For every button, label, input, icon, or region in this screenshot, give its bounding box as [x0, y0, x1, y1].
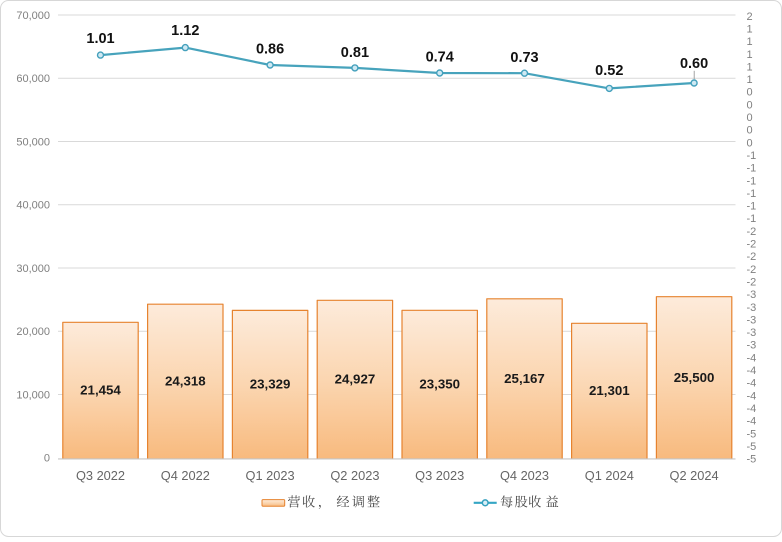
svg-text:Q4 2022: Q4 2022 — [161, 468, 210, 483]
svg-text:Q1 2023: Q1 2023 — [246, 468, 295, 483]
svg-text:0: 0 — [747, 99, 753, 111]
svg-text:-4: -4 — [747, 390, 757, 402]
svg-text:Q3 2022: Q3 2022 — [76, 468, 125, 483]
svg-text:23,350: 23,350 — [419, 377, 460, 392]
svg-text:-3: -3 — [747, 314, 757, 326]
svg-text:-2: -2 — [747, 226, 757, 238]
svg-text:0.60: 0.60 — [680, 56, 708, 72]
svg-text:-3: -3 — [747, 340, 757, 352]
svg-text:-1: -1 — [747, 163, 757, 175]
svg-text:0: 0 — [747, 112, 753, 124]
svg-text:0: 0 — [747, 125, 753, 137]
svg-text:23,329: 23,329 — [250, 377, 291, 392]
svg-text:Q1 2024: Q1 2024 — [585, 468, 634, 483]
svg-text:0: 0 — [44, 453, 50, 465]
svg-text:21,454: 21,454 — [80, 383, 121, 398]
svg-text:-4: -4 — [747, 416, 757, 428]
svg-text:0: 0 — [747, 87, 753, 99]
svg-text:1: 1 — [747, 61, 753, 73]
svg-text:-4: -4 — [747, 352, 757, 364]
svg-text:-1: -1 — [747, 213, 757, 225]
svg-text:40,000: 40,000 — [16, 200, 50, 212]
svg-text:-4: -4 — [747, 378, 757, 390]
svg-text:0.74: 0.74 — [426, 50, 454, 66]
svg-text:Q2 2023: Q2 2023 — [330, 468, 379, 483]
svg-text:0.73: 0.73 — [510, 50, 538, 66]
svg-text:-2: -2 — [747, 239, 757, 251]
svg-text:-1: -1 — [747, 201, 757, 213]
svg-text:-5: -5 — [747, 428, 757, 440]
svg-text:10,000: 10,000 — [16, 389, 50, 401]
svg-text:-1: -1 — [747, 188, 757, 200]
svg-text:21,301: 21,301 — [589, 383, 630, 398]
svg-text:-1: -1 — [747, 175, 757, 187]
svg-text:20,000: 20,000 — [16, 326, 50, 338]
svg-text:-1: -1 — [747, 150, 757, 162]
svg-text:-4: -4 — [747, 365, 757, 377]
svg-text:0.86: 0.86 — [256, 41, 284, 57]
svg-text:-5: -5 — [747, 441, 757, 453]
svg-text:70,000: 70,000 — [16, 10, 50, 22]
svg-text:-5: -5 — [747, 454, 757, 466]
svg-text:1: 1 — [747, 74, 753, 86]
svg-text:0.52: 0.52 — [595, 63, 623, 79]
svg-text:-4: -4 — [747, 403, 757, 415]
svg-text:Q4 2023: Q4 2023 — [500, 468, 549, 483]
svg-text:60,000: 60,000 — [16, 73, 50, 85]
svg-text:1: 1 — [747, 23, 753, 35]
svg-text:2: 2 — [747, 11, 753, 23]
svg-text:0.81: 0.81 — [341, 45, 369, 61]
svg-text:-2: -2 — [747, 251, 757, 263]
svg-text:24,927: 24,927 — [335, 372, 376, 387]
svg-text:1.01: 1.01 — [86, 31, 114, 47]
svg-text:-2: -2 — [747, 264, 757, 276]
svg-text:Q2 2024: Q2 2024 — [670, 468, 719, 483]
svg-text:-3: -3 — [747, 302, 757, 314]
svg-text:Q3 2023: Q3 2023 — [415, 468, 464, 483]
svg-text:24,318: 24,318 — [165, 374, 206, 389]
svg-text:-3: -3 — [747, 327, 757, 339]
svg-text:30,000: 30,000 — [16, 263, 50, 275]
svg-text:-2: -2 — [747, 276, 757, 288]
svg-text:1: 1 — [747, 49, 753, 61]
svg-text:50,000: 50,000 — [16, 136, 50, 148]
svg-text:25,500: 25,500 — [674, 370, 715, 385]
svg-text:25,167: 25,167 — [504, 371, 545, 386]
svg-text:0: 0 — [747, 137, 753, 149]
svg-text:1.12: 1.12 — [171, 23, 199, 39]
svg-text:1: 1 — [747, 36, 753, 48]
svg-text:-3: -3 — [747, 289, 757, 301]
